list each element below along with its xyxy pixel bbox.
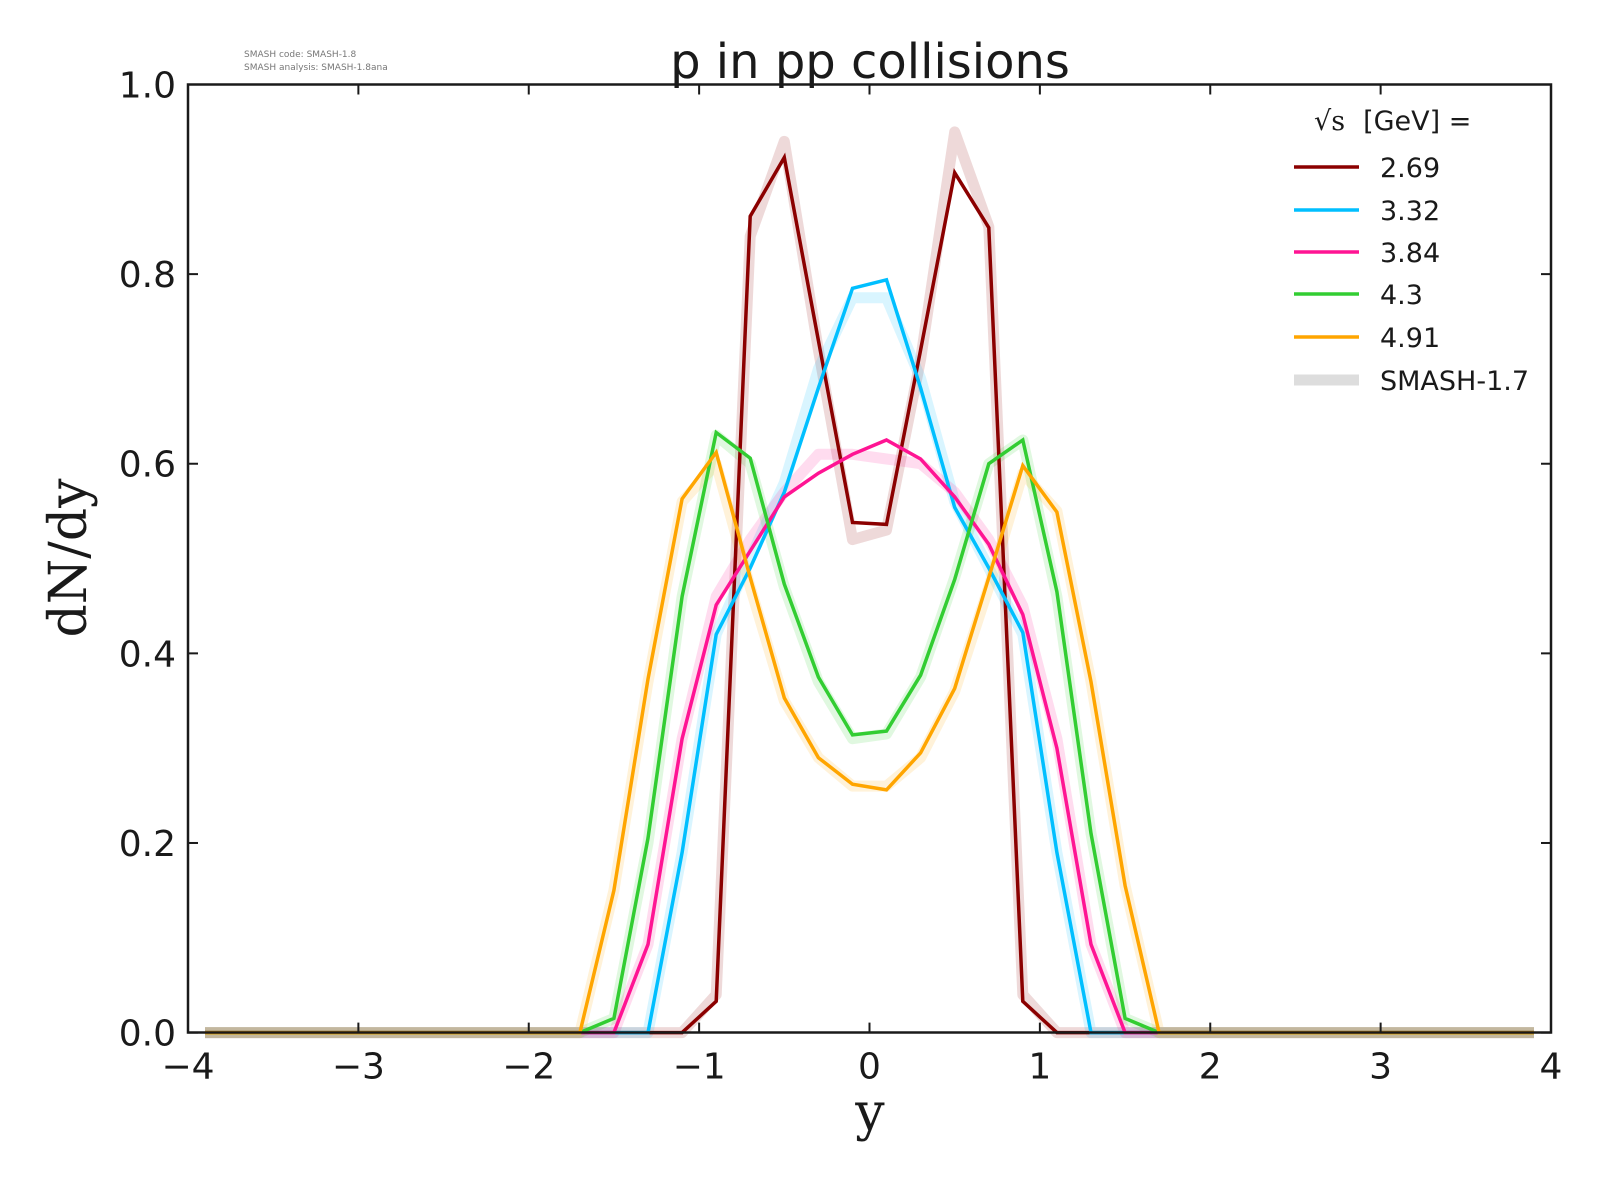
y-tick-label: 0.8 bbox=[119, 255, 176, 296]
legend: √s [GeV] = 2.69 3.32 3.84 4.3 4.91 SMASH-1.7 bbox=[1294, 106, 1529, 397]
x-axis-label: y bbox=[854, 1083, 885, 1143]
legend-label: 3.32 bbox=[1380, 196, 1440, 227]
x-tick-label: 4 bbox=[1540, 1047, 1563, 1088]
x-tick-label: 1 bbox=[1028, 1047, 1051, 1088]
watermark-line-analysis: SMASH analysis: SMASH-1.8ana bbox=[244, 63, 388, 73]
y-tick-label: 0.0 bbox=[119, 1014, 176, 1055]
y-tick-label: 0.2 bbox=[119, 824, 176, 865]
legend-label: 4.3 bbox=[1380, 280, 1423, 311]
legend-title-unit: [GeV] = bbox=[1363, 106, 1471, 137]
legend-title: √s [GeV] = bbox=[1314, 106, 1471, 137]
legend-label: 2.69 bbox=[1380, 153, 1440, 184]
x-tick-label: −4 bbox=[161, 1047, 214, 1088]
watermark: SMASH code: SMASH-1.8 SMASH analysis: SM… bbox=[244, 50, 388, 73]
y-tick-label: 0.6 bbox=[119, 445, 176, 486]
x-tick-label: −2 bbox=[502, 1047, 555, 1088]
y-axis-label: dN/dy bbox=[39, 478, 99, 638]
legend-label: 3.84 bbox=[1380, 238, 1440, 269]
x-tick-label: 2 bbox=[1199, 1047, 1222, 1088]
chart-title: p in pp collisions bbox=[670, 34, 1070, 90]
y-tick-label: 0.4 bbox=[119, 634, 176, 675]
x-tick-label: 3 bbox=[1369, 1047, 1392, 1088]
watermark-line-code: SMASH code: SMASH-1.8 bbox=[244, 50, 357, 60]
x-axis: −4 −3 −2 −1 0 1 2 3 4 bbox=[161, 84, 1563, 1088]
x-tick-label: −3 bbox=[332, 1047, 385, 1088]
x-tick-label: 0 bbox=[858, 1047, 881, 1088]
legend-label: 4.91 bbox=[1380, 323, 1440, 354]
y-axis: 0.0 0.2 0.4 0.6 0.8 1.0 bbox=[119, 66, 1551, 1055]
legend-label-reference: SMASH-1.7 bbox=[1380, 366, 1529, 397]
legend-title-sqrt-s: √s bbox=[1314, 106, 1345, 137]
y-tick-label: 1.0 bbox=[119, 66, 176, 107]
x-tick-label: −1 bbox=[673, 1047, 726, 1088]
